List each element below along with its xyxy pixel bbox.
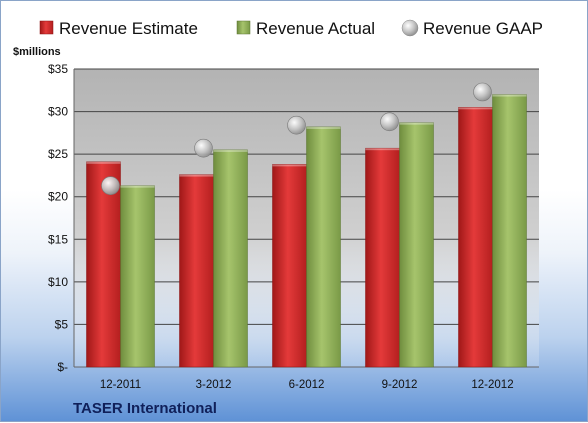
bar-revenue-estimate-cap bbox=[86, 161, 121, 164]
y-axis-ticks: $- $5 $10 $15 $20 $25 $30 $35 bbox=[48, 62, 68, 374]
bar-revenue-actual-cap bbox=[492, 94, 527, 97]
bar-revenue-estimate-cap bbox=[179, 174, 214, 177]
legend-swatch-revenue-estimate bbox=[39, 20, 54, 35]
bar-revenue-actual bbox=[120, 185, 155, 368]
x-tick-label: 12-2011 bbox=[100, 379, 141, 391]
bar-revenue-actual bbox=[492, 94, 527, 368]
bars bbox=[86, 94, 527, 368]
legend-swatch-revenue-actual bbox=[236, 20, 251, 35]
y-axis-unit-label: $millions bbox=[13, 46, 61, 58]
x-tick-label: 6-2012 bbox=[289, 379, 325, 391]
point-revenue-gaap bbox=[194, 138, 213, 158]
point-revenue-gaap bbox=[380, 112, 399, 132]
point-revenue-gaap bbox=[101, 176, 120, 195]
y-tick-label: $35 bbox=[48, 62, 68, 76]
bar-revenue-actual-cap bbox=[213, 149, 248, 152]
x-axis-ticks: 12-2011 3-2012 6-2012 9-2012 12-2012 bbox=[100, 379, 514, 391]
legend-label-revenue-gaap: Revenue GAAP bbox=[423, 19, 543, 38]
bar-revenue-estimate bbox=[86, 161, 121, 368]
bar-revenue-actual bbox=[306, 126, 341, 368]
legend: Revenue Estimate Revenue Actual Revenue … bbox=[39, 19, 543, 38]
x-tick-label: 12-2012 bbox=[471, 379, 513, 391]
bar-revenue-actual bbox=[213, 149, 248, 368]
bar-revenue-actual-cap bbox=[120, 185, 155, 188]
y-tick-label: $10 bbox=[48, 275, 68, 289]
y-tick-label: $- bbox=[57, 360, 68, 374]
bar-revenue-actual bbox=[399, 122, 434, 368]
bar-revenue-estimate bbox=[458, 107, 493, 368]
y-tick-label: $15 bbox=[48, 232, 68, 246]
bar-revenue-estimate-cap bbox=[272, 164, 307, 167]
bar-revenue-actual-cap bbox=[306, 126, 341, 129]
bar-revenue-estimate bbox=[365, 147, 400, 368]
y-tick-label: $25 bbox=[48, 147, 68, 161]
gaap-points bbox=[101, 82, 492, 195]
bar-revenue-estimate-cap bbox=[458, 107, 493, 110]
company-label: TASER International bbox=[73, 400, 217, 417]
x-tick-label: 3-2012 bbox=[196, 379, 232, 391]
bar-revenue-estimate bbox=[272, 164, 307, 368]
y-tick-label: $5 bbox=[55, 317, 69, 331]
legend-label-revenue-estimate: Revenue Estimate bbox=[59, 19, 198, 38]
legend-marker-revenue-gaap bbox=[401, 19, 419, 37]
y-tick-label: $30 bbox=[48, 105, 68, 119]
y-tick-label: $20 bbox=[48, 190, 68, 204]
point-revenue-gaap bbox=[287, 115, 306, 135]
bar-revenue-estimate-cap bbox=[365, 148, 400, 151]
legend-label-revenue-actual: Revenue Actual bbox=[256, 19, 375, 38]
point-revenue-gaap bbox=[473, 82, 492, 102]
bar-revenue-actual-cap bbox=[399, 122, 434, 125]
bar-revenue-estimate bbox=[179, 174, 214, 368]
x-tick-label: 9-2012 bbox=[382, 379, 418, 391]
